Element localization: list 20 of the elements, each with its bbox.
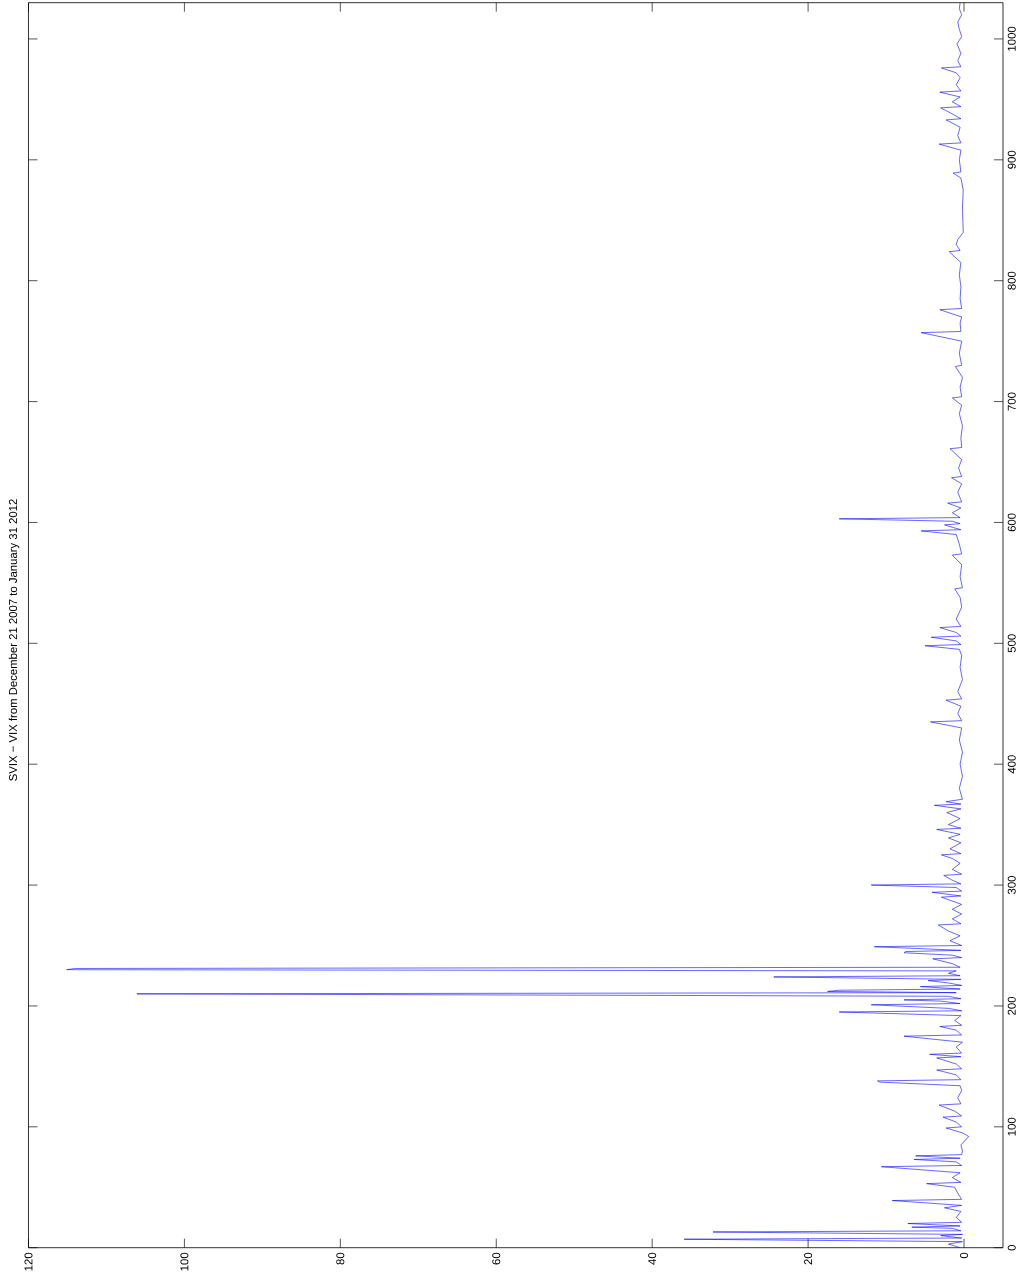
y-tick-label: 1000 (1007, 26, 1016, 51)
y-tick-label: 800 (1007, 271, 1016, 290)
x-tick-label: 100 (180, 1252, 189, 1271)
y-tick-label: 100 (1007, 1117, 1016, 1136)
y-tick-label: 900 (1007, 150, 1016, 169)
x-tick-label: 80 (336, 1252, 345, 1265)
x-tick-label: 40 (648, 1252, 657, 1265)
x-tick-label: 60 (492, 1252, 501, 1265)
y-tick-label: 300 (1007, 876, 1016, 895)
text: SVIX − VIX from December 21 2007 to January 31 2012 (8, 499, 20, 781)
y-tick-label: 0 (1007, 1244, 1016, 1251)
y-tick-label: 400 (1007, 755, 1016, 774)
x-tick-label: 120 (24, 1252, 33, 1271)
y-tick-label: 700 (1007, 392, 1016, 411)
y-tick-label: 600 (1007, 513, 1016, 532)
y-tick-label: 200 (1007, 996, 1016, 1015)
x-tick-label: 20 (804, 1252, 813, 1265)
x-tick-label: 0 (960, 1252, 969, 1259)
line-series (66, 2, 969, 1248)
y-tick-label: 500 (1007, 634, 1016, 653)
